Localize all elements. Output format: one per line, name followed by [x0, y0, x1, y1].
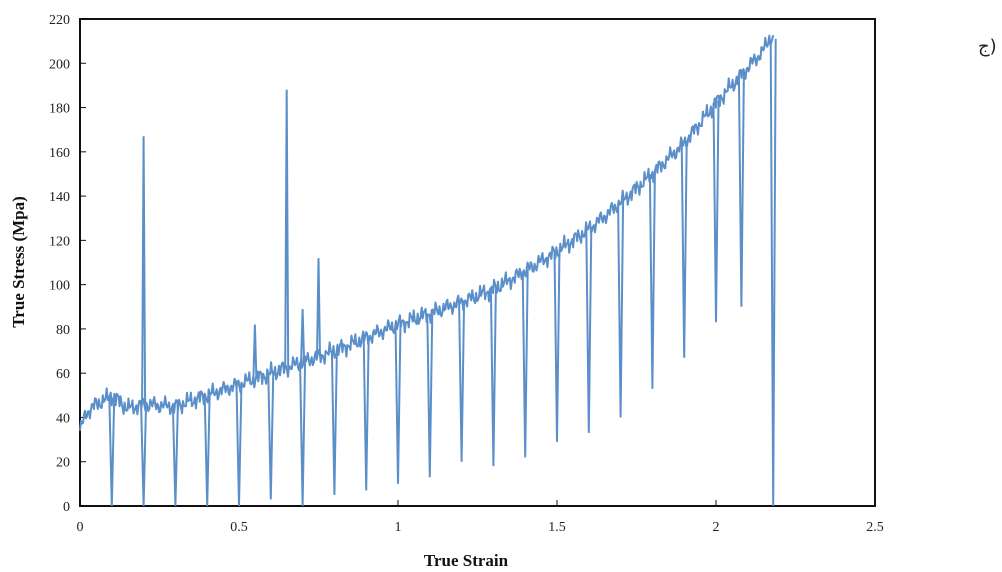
drop-line: [712, 100, 720, 323]
drop-line: [203, 393, 211, 507]
y-tick-label: 180: [49, 102, 70, 117]
spike-line: [141, 136, 147, 405]
x-axis-title: True Strain: [424, 551, 509, 570]
drop-line: [362, 335, 370, 491]
drop-line: [299, 359, 307, 507]
x-tick-label: 1: [395, 520, 402, 535]
y-axis: 0 20 40 60 80 100 120 140 160 180 200 220: [49, 13, 86, 515]
drop-line: [489, 286, 497, 467]
y-tick-label: 160: [49, 146, 70, 161]
drop-line: [140, 401, 148, 507]
corner-label: ج): [978, 36, 997, 57]
drop-line: [235, 381, 243, 507]
y-tick-label: 220: [49, 13, 70, 28]
drop-line: [648, 171, 656, 389]
y-tick-label: 0: [63, 500, 70, 515]
drop-line: [585, 227, 593, 433]
drop-line: [426, 311, 434, 478]
drop-line: [737, 72, 745, 307]
drop-line: [108, 393, 116, 507]
y-tick-label: 80: [56, 323, 70, 338]
drop-line: [267, 370, 275, 500]
y-axis-title: True Stress (Mpa): [9, 196, 28, 328]
y-tick-label: 60: [56, 367, 70, 382]
y-tick-label: 20: [56, 456, 70, 471]
drop-line: [553, 249, 561, 442]
x-axis: 0 0.5 1 1.5 2 2.5: [77, 500, 884, 535]
drop-line: [680, 140, 688, 358]
drop-line: [394, 322, 402, 484]
drop-line: [330, 348, 338, 495]
drop-line: [617, 200, 625, 418]
spike-line: [284, 89, 290, 368]
x-tick-label: 1.5: [548, 520, 566, 535]
stress-spikes: [141, 89, 321, 405]
y-tick-label: 40: [56, 411, 70, 426]
spike-line: [252, 324, 258, 379]
drop-line: [769, 38, 777, 507]
x-tick-label: 2.5: [866, 520, 884, 535]
plot-area: [79, 18, 876, 507]
y-tick-label: 120: [49, 234, 70, 249]
y-tick-label: 100: [49, 279, 70, 294]
x-tick-label: 0.5: [230, 520, 248, 535]
drop-line: [521, 269, 529, 458]
x-tick-label: 0: [77, 520, 84, 535]
x-tick-label: 2: [713, 520, 720, 535]
y-tick-label: 140: [49, 190, 70, 205]
unloading-drops: [108, 38, 777, 507]
y-tick-label: 200: [49, 57, 70, 72]
drop-line: [171, 404, 179, 507]
drop-line: [458, 300, 466, 462]
spike-line: [300, 308, 306, 363]
spike-line: [316, 258, 321, 357]
